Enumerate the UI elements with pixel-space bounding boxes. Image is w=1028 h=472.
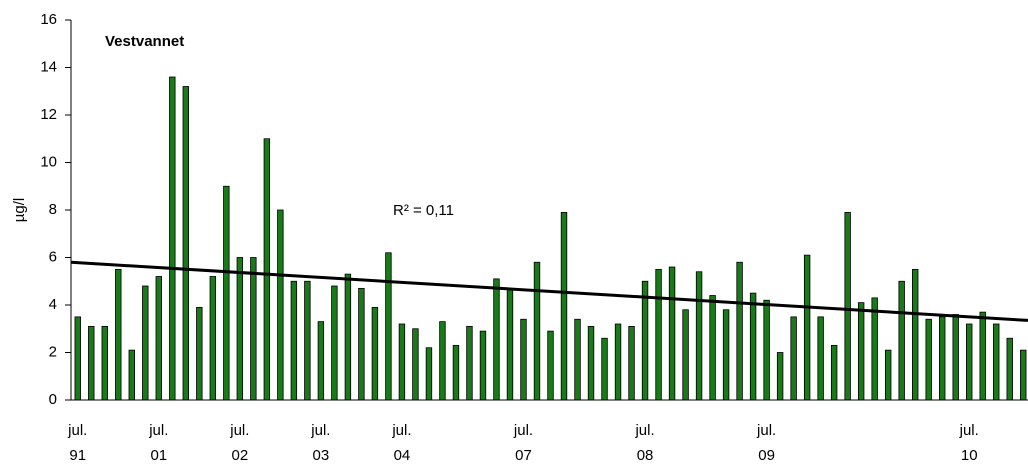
bar [830, 344, 838, 401]
bar [209, 276, 217, 401]
x-tick-label: jul. 02 [230, 422, 250, 464]
bar [196, 306, 203, 401]
bar [344, 273, 352, 401]
bar [601, 337, 608, 401]
bar [290, 280, 298, 401]
x-tick-label: jul. 08 [635, 422, 655, 464]
x-tick-label: jul. 09 [757, 422, 777, 464]
bar [587, 325, 595, 401]
x-tick-label: jul. 04 [392, 422, 412, 464]
bar [317, 321, 325, 401]
bar [628, 325, 635, 401]
y-tick-label: 0 [49, 391, 57, 408]
bar [574, 318, 581, 401]
bar [939, 316, 946, 401]
y-tick-label: 6 [49, 248, 57, 265]
bar [439, 321, 446, 401]
bar [547, 330, 554, 401]
y-tick-label: 16 [40, 11, 57, 28]
y-axis-label: µg/l [11, 198, 28, 223]
bar [277, 209, 284, 401]
bar [142, 285, 149, 401]
bar [952, 314, 959, 401]
bar [533, 261, 541, 401]
bar [993, 323, 1000, 401]
bar [749, 292, 757, 401]
bar [722, 309, 730, 401]
bar [614, 323, 622, 401]
bar [223, 185, 230, 401]
bar [709, 295, 716, 401]
bar [979, 311, 986, 401]
bar [695, 271, 703, 401]
bar [182, 86, 190, 401]
annotation: R² = 0,11 [393, 202, 454, 219]
bar [452, 344, 460, 401]
bar [412, 328, 419, 401]
bar [925, 318, 932, 401]
bar [466, 325, 473, 401]
chart-title: Vestvannet [105, 33, 184, 50]
x-tick-label: jul. 10 [959, 422, 979, 464]
bar [371, 306, 379, 401]
bar [966, 323, 973, 401]
bar [250, 257, 257, 401]
x-tick-label: jul. 01 [149, 422, 169, 464]
bar [763, 299, 770, 401]
y-tick-label: 4 [49, 296, 57, 313]
bar [385, 252, 392, 401]
y-tick-label: 8 [49, 201, 57, 218]
x-tick-label: jul. 91 [68, 422, 88, 464]
bar [304, 280, 311, 401]
bar [115, 268, 122, 401]
bar [520, 318, 527, 401]
bar [857, 302, 865, 401]
bar [155, 276, 162, 401]
trendline [70, 260, 1028, 322]
y-tick-label: 2 [49, 343, 57, 360]
bar [425, 347, 433, 401]
bar [1006, 337, 1013, 401]
bar [898, 280, 905, 401]
bar [776, 352, 784, 401]
bar [884, 349, 892, 401]
bar [871, 297, 878, 401]
bar [1020, 349, 1027, 401]
bar [74, 316, 81, 401]
bar [736, 261, 743, 401]
bar [331, 285, 338, 401]
x-tick-label: jul. 03 [311, 422, 331, 464]
bar [236, 257, 244, 401]
bar [88, 325, 95, 401]
bar [169, 76, 176, 401]
bar [358, 287, 365, 401]
bar [817, 316, 824, 401]
bar [479, 330, 487, 401]
bar [911, 268, 919, 401]
bar [506, 287, 514, 401]
y-tick-label: 12 [40, 106, 57, 123]
bar [493, 278, 500, 401]
bar [655, 268, 662, 401]
bar [101, 325, 108, 401]
bar [398, 323, 406, 401]
x-tick-label: jul. 07 [513, 422, 534, 464]
bar [128, 349, 135, 401]
y-tick-label: 10 [40, 153, 57, 170]
bar [790, 316, 797, 401]
bar [844, 211, 851, 401]
bar [682, 309, 689, 401]
y-tick-label: 14 [40, 58, 57, 75]
bar [263, 138, 271, 401]
bar [641, 280, 649, 401]
bar [803, 254, 811, 401]
bar [560, 211, 568, 401]
bar [668, 266, 676, 401]
